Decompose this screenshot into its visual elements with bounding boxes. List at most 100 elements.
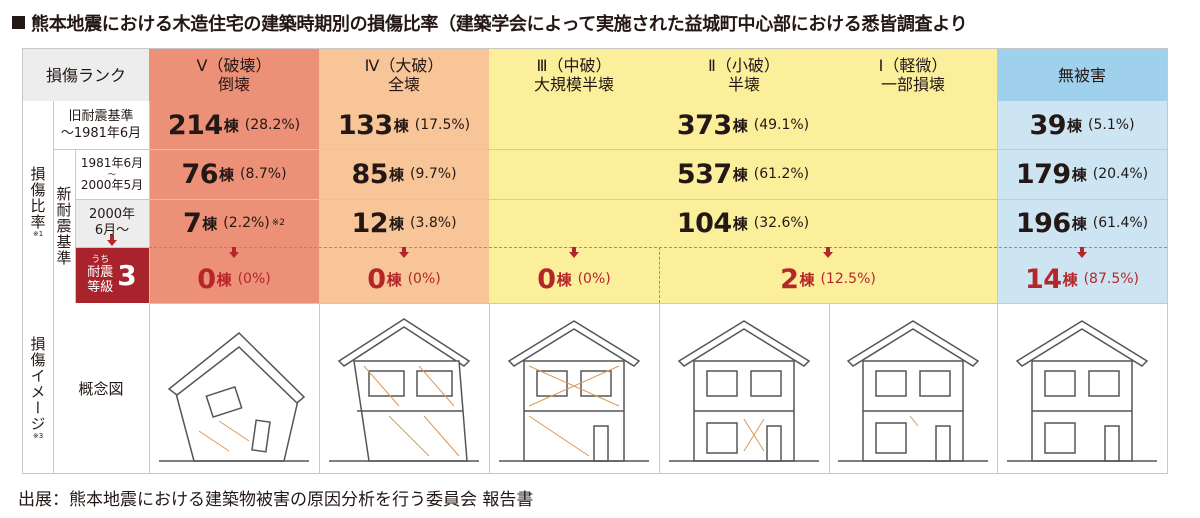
new2-label-line2: 6月～: [94, 223, 130, 238]
value-percent: (0%): [237, 271, 271, 287]
value-number: 537: [676, 158, 732, 190]
dashed-divider: [149, 247, 1167, 248]
value-percent: (0%): [577, 271, 611, 287]
col-divider: [53, 101, 54, 303]
value-number: 39: [1029, 109, 1067, 141]
value-number: 0: [537, 263, 556, 295]
value-percent: (3.8%): [410, 215, 457, 231]
slightly-damaged-house-illustration: [669, 320, 819, 462]
image-note: ※3: [32, 432, 44, 440]
grade3-none-value: 14 棟 (87.5%): [997, 255, 1167, 303]
value-unit: 棟: [389, 165, 405, 184]
new2-none-value: 196 棟 (61.4%): [997, 199, 1167, 247]
value-unit: 棟: [732, 214, 748, 233]
grade-label-line2: 等級: [87, 280, 114, 295]
grade3-iii-value: 0 棟 (0%): [489, 255, 659, 303]
value-percent: (0%): [407, 271, 441, 287]
value-percent: (28.2%): [244, 117, 301, 133]
header-col-iii: Ⅲ（中破） 大規模半壊: [489, 49, 659, 101]
col-iii-line2: 大規模半壊: [533, 75, 614, 94]
value-number: 85: [351, 158, 389, 190]
heavily-damaged-house-illustration: [329, 318, 479, 462]
grade-label-line1: 耐震: [87, 265, 114, 280]
value-unit: 棟: [556, 270, 572, 289]
new-std-text: 新耐震基準: [54, 186, 73, 266]
col-divider: [53, 303, 54, 473]
col-ii-line2: 半壊: [727, 75, 760, 94]
col-v-body: [149, 101, 319, 303]
old-v-value: 214 棟 (28.2%): [149, 101, 319, 149]
new2-mid-value: 104 棟 (32.6%): [489, 199, 997, 247]
new1-label-line1: 1981年6月: [80, 155, 144, 170]
row-divider: [75, 199, 1167, 200]
value-percent: (61.4%): [1092, 215, 1149, 231]
value-unit: 棟: [386, 270, 402, 289]
value-percent: (9.7%): [410, 166, 457, 182]
down-arrow-icon: [569, 247, 579, 258]
old-label-line1: 旧耐震基準: [68, 109, 134, 124]
minor-damage-house-illustration: [838, 320, 988, 462]
row-grade3-label: うち 耐震 等級 3: [75, 247, 149, 303]
value-number: 0: [367, 263, 386, 295]
value-number: 373: [676, 109, 732, 141]
value-number: 104: [676, 207, 732, 239]
value-number: 0: [197, 263, 216, 295]
rank-label: 損傷ランク: [45, 65, 126, 85]
title-text: 熊本地震における木造住宅の建築時期別の損傷比率（建築学会によって実施された益城町…: [31, 14, 968, 35]
row-divider: [75, 247, 149, 248]
collapsed-house-illustration: [159, 331, 309, 462]
new2-label-line1: 2000年: [88, 207, 136, 222]
damage-table: 損傷ランク Ⅴ（破壊） 倒壊 Ⅳ（大破） 全壊 Ⅲ（中破） 大規模半壊 Ⅱ（小破） 半壊…: [22, 48, 1168, 474]
value-unit: 棟: [393, 116, 409, 135]
moderately-damaged-house-illustration: [499, 320, 649, 462]
col-i-line2: 一部損壊: [880, 75, 945, 94]
col-divider: [149, 303, 150, 473]
value-unit: 棟: [216, 270, 232, 289]
col-iii-line1: Ⅲ（中破）: [536, 56, 612, 75]
value-percent: (2.2%): [223, 215, 270, 231]
image-label: 損傷イメージ: [28, 336, 47, 432]
grade-number: 3: [117, 258, 137, 292]
ratio-side-label: 損傷比率 ※1: [23, 101, 53, 303]
value-unit: 棟: [202, 214, 218, 233]
value-percent: (49.1%): [753, 117, 810, 133]
row-old-label: 旧耐震基準 ～1981年6月: [53, 101, 149, 149]
value-unit: 棟: [1067, 116, 1083, 135]
row-divider: [23, 303, 1167, 304]
value-percent: (20.4%): [1092, 166, 1149, 182]
down-arrow-icon: [107, 235, 117, 246]
value-number: 196: [1015, 207, 1071, 239]
concept-label: 概念図: [53, 303, 149, 473]
value-unit: 棟: [1071, 214, 1087, 233]
value-unit: 棟: [732, 165, 748, 184]
col-divider: [319, 303, 320, 473]
value-unit: 棟: [1071, 165, 1087, 184]
undamaged-house-illustration: [1007, 320, 1157, 462]
old-none-value: 39 棟 (5.1%): [997, 101, 1167, 149]
value-number: 7: [182, 207, 202, 239]
value-percent: (17.5%): [414, 117, 471, 133]
row-divider: [53, 149, 1167, 150]
grade3-iv-value: 0 棟 (0%): [319, 255, 489, 303]
header-col-ii: Ⅱ（小破） 半壊: [659, 49, 829, 101]
row-new1-label: 1981年6月～ 2000年5月: [75, 149, 149, 199]
header-rank: 損傷ランク: [23, 49, 149, 101]
header-col-iv: Ⅳ（大破） 全壊: [319, 49, 489, 101]
down-arrow-icon: [229, 247, 239, 258]
value-number: 14: [1025, 263, 1062, 295]
col-v-line1: Ⅴ（破壊）: [196, 56, 272, 75]
value-percent: (61.2%): [753, 166, 810, 182]
old-iv-value: 133 棟 (17.5%): [319, 101, 489, 149]
value-number: 76: [181, 158, 219, 190]
old-mid-value: 373 棟 (49.1%): [489, 101, 997, 149]
value-unit: 棟: [732, 116, 748, 135]
old-label-line2: ～1981年6月: [60, 126, 142, 141]
ratio-label: 損傷比率: [28, 166, 47, 230]
down-arrow-icon: [823, 247, 833, 258]
image-side-label: 損傷イメージ ※3: [23, 303, 53, 473]
dashed-divider: [659, 247, 660, 303]
value-unit: 棟: [223, 116, 239, 135]
col-divider: [149, 101, 150, 303]
new1-none-value: 179 棟 (20.4%): [997, 149, 1167, 199]
col-iv-line2: 全壊: [387, 75, 420, 94]
